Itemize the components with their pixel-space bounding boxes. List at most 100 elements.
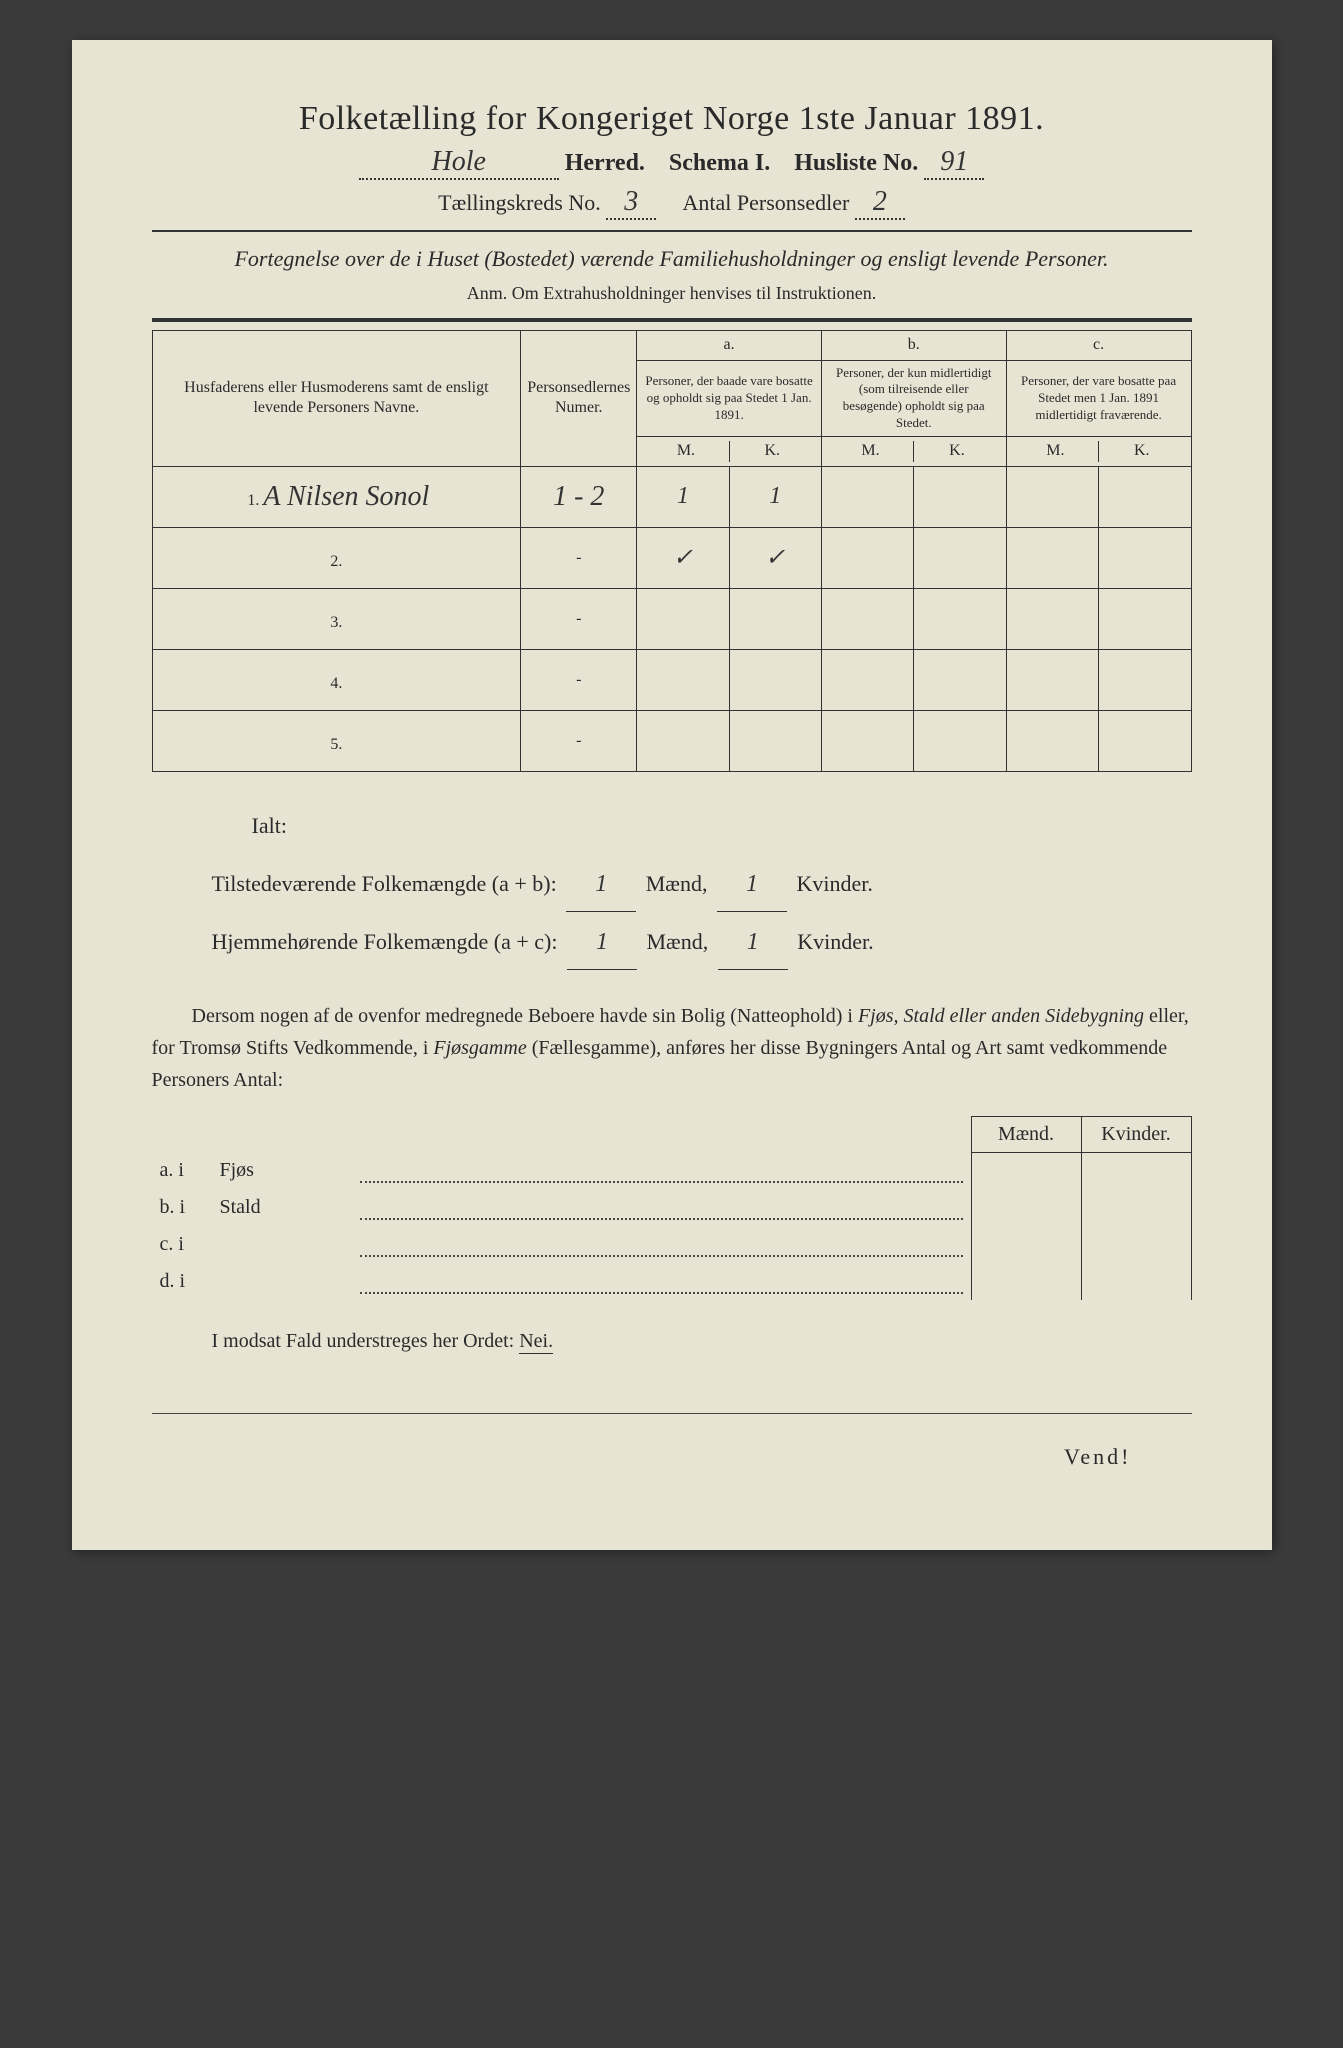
abcd-table: Mænd. Kvinder. a. iFjøs b. iStald c. i d…: [152, 1116, 1192, 1301]
abcd-row: c. i: [152, 1226, 1192, 1263]
abcd-row-k: [1081, 1226, 1191, 1263]
header-row-2: Tællingskreds No. 3 Antal Personsedler 2: [152, 186, 1192, 220]
row-number: 1.: [243, 492, 263, 510]
abcd-row: a. iFjøs: [152, 1152, 1192, 1189]
taellingskreds-value: 3: [606, 186, 656, 220]
row-name-cell: 5.: [152, 710, 521, 771]
modsat-line: I modsat Fald understreges her Ordet: Ne…: [152, 1330, 1192, 1353]
census-form-page: Folketælling for Kongeriget Norge 1ste J…: [72, 40, 1272, 1550]
abcd-body: a. iFjøs b. iStald c. i d. i: [152, 1152, 1192, 1300]
husliste-label: Husliste No.: [794, 150, 918, 176]
table-row: 4. -: [152, 649, 1191, 710]
col-header-numer: Personsedlernes Numer.: [521, 330, 637, 466]
herred-label: Herred.: [565, 150, 645, 176]
ialt-2-k: 1: [718, 916, 788, 970]
row-number: 5.: [326, 736, 346, 754]
antal-label: Antal Personsedler: [683, 190, 850, 215]
col-header-names: Husfaderens eller Husmoderens samt de en…: [152, 330, 521, 466]
herred-value: Hole: [359, 146, 559, 180]
abcd-row-label: c. i: [152, 1226, 212, 1263]
antal-value: 2: [855, 186, 905, 220]
dersom-paragraph: Dersom nogen af de ovenfor medregnede Be…: [152, 1000, 1192, 1096]
table-row: 5. -: [152, 710, 1191, 771]
abcd-row-m: [971, 1189, 1081, 1226]
abcd-row-name: Stald: [212, 1189, 352, 1226]
abcd-row-label: d. i: [152, 1263, 212, 1300]
abcd-row-m: [971, 1263, 1081, 1300]
col-header-c-label: c.: [1006, 330, 1191, 360]
row-c-cell: [1006, 527, 1191, 588]
ialt-label: Ialt:: [252, 802, 1192, 850]
abcd-row-name: Fjøs: [212, 1152, 352, 1189]
ialt-1-k: 1: [717, 858, 787, 912]
col-c-mk: M.K.: [1006, 437, 1191, 467]
abcd-row: d. i: [152, 1263, 1192, 1300]
col-header-b-text: Personer, der kun midlertidigt (som tilr…: [821, 360, 1006, 437]
row-name-cell: 4.: [152, 649, 521, 710]
schema-label: Schema I.: [669, 150, 770, 176]
row-name-cell: 1.A Nilsen Sonol: [152, 466, 521, 527]
nei-word: Nei.: [519, 1330, 553, 1354]
row-b-cell: [821, 466, 1006, 527]
table-row: 3. -: [152, 588, 1191, 649]
abcd-row-m: [971, 1226, 1081, 1263]
ialt-line-1: Tilstedeværende Folkemængde (a + b): 1 M…: [212, 858, 1192, 912]
row-numer-cell: -: [521, 588, 637, 649]
col-header-a-label: a.: [637, 330, 822, 360]
ialt-section: Ialt: Tilstedeværende Folkemængde (a + b…: [212, 802, 1192, 970]
table-body: 1.A Nilsen Sonol1 - 2112.-✓✓3.-4.-5.-: [152, 466, 1191, 771]
abcd-header-row: Mænd. Kvinder.: [152, 1116, 1192, 1152]
row-number: 2.: [326, 553, 346, 571]
col-header-a-text: Personer, der baade vare bosatte og opho…: [637, 360, 822, 437]
ialt-line-2: Hjemmehørende Folkemængde (a + c): 1 Mæn…: [212, 916, 1192, 970]
col-b-mk: M.K.: [821, 437, 1006, 467]
row-a-cell: ✓✓: [637, 527, 822, 588]
abcd-row-dots: [352, 1263, 972, 1300]
row-c-cell: [1006, 588, 1191, 649]
main-title: Folketælling for Kongeriget Norge 1ste J…: [152, 100, 1192, 138]
abcd-row-name: [212, 1263, 352, 1300]
anm-text: Anm. Om Extrahusholdninger henvises til …: [152, 283, 1192, 304]
row-a-cell: 11: [637, 466, 822, 527]
row-b-cell: [821, 588, 1006, 649]
row-name-cell: 2.: [152, 527, 521, 588]
abcd-row-dots: [352, 1226, 972, 1263]
row-a-cell: [637, 649, 822, 710]
col-header-c-text: Personer, der vare bosatte paa Stedet me…: [1006, 360, 1191, 437]
row-b-cell: [821, 649, 1006, 710]
taellingskreds-label: Tællingskreds No.: [438, 190, 601, 215]
ialt-2-m: 1: [567, 916, 637, 970]
abcd-row-k: [1081, 1152, 1191, 1189]
header-row-1: Hole Herred. Schema I. Husliste No. 91: [152, 146, 1192, 180]
row-a-cell: [637, 588, 822, 649]
row-numer-cell: -: [521, 649, 637, 710]
row-person-name: A Nilsen Sonol: [263, 481, 429, 512]
abcd-row-label: b. i: [152, 1189, 212, 1226]
row-a-cell: [637, 710, 822, 771]
row-c-cell: [1006, 466, 1191, 527]
col-a-mk: M.K.: [637, 437, 822, 467]
row-b-cell: [821, 710, 1006, 771]
abcd-kvinder-header: Kvinder.: [1081, 1116, 1191, 1152]
row-numer-cell: -: [521, 710, 637, 771]
abcd-row: b. iStald: [152, 1189, 1192, 1226]
divider-1: [152, 230, 1192, 232]
table-row: 1.A Nilsen Sonol1 - 211: [152, 466, 1191, 527]
row-b-cell: [821, 527, 1006, 588]
abcd-row-dots: [352, 1152, 972, 1189]
husliste-value: 91: [924, 146, 984, 180]
table-header-row-1: Husfaderens eller Husmoderens samt de en…: [152, 330, 1191, 360]
ialt-1-m: 1: [566, 858, 636, 912]
abcd-row-k: [1081, 1189, 1191, 1226]
abcd-row-m: [971, 1152, 1081, 1189]
main-census-table: Husfaderens eller Husmoderens samt de en…: [152, 330, 1192, 772]
abcd-row-dots: [352, 1189, 972, 1226]
abcd-row-name: [212, 1226, 352, 1263]
row-name-cell: 3.: [152, 588, 521, 649]
row-number: 3.: [326, 614, 346, 632]
vend-label: Vend!: [152, 1413, 1192, 1470]
row-numer-cell: 1 - 2: [521, 466, 637, 527]
abcd-row-k: [1081, 1263, 1191, 1300]
row-numer-cell: -: [521, 527, 637, 588]
row-number: 4.: [326, 675, 346, 693]
